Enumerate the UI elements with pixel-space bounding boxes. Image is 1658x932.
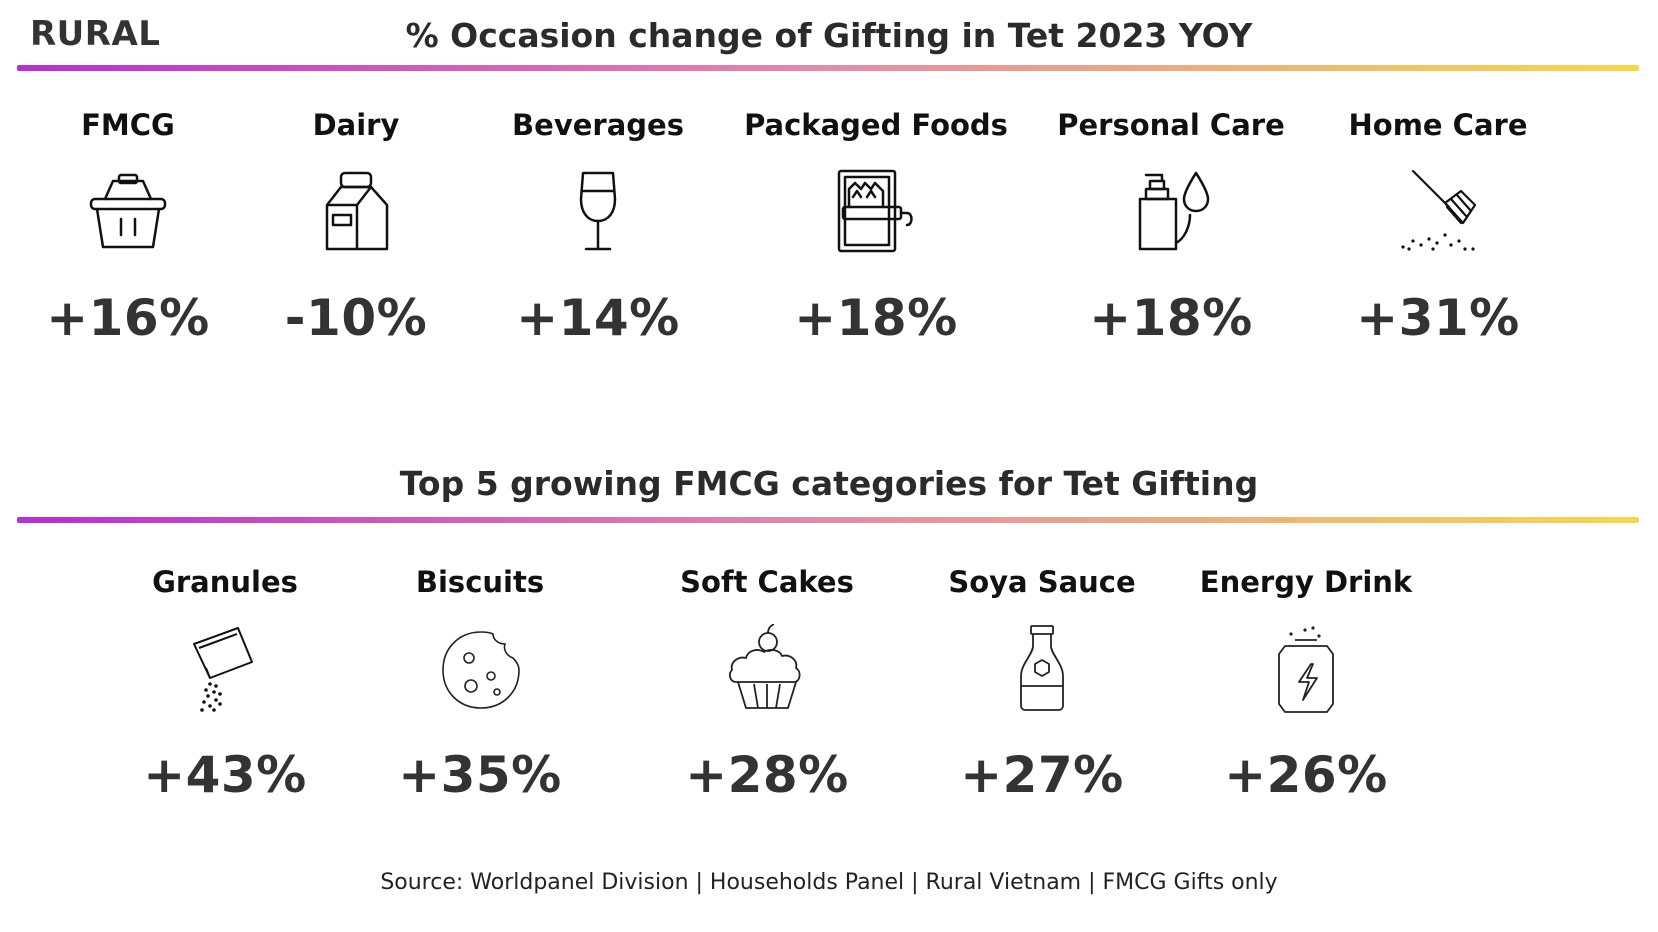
metric-label: Granules [152, 565, 298, 599]
metric-label: Personal Care [1057, 108, 1285, 142]
metric-label: Home Care [1348, 108, 1528, 142]
energy-can-icon [1261, 624, 1351, 714]
metric-biscuits: Biscuits +35% [340, 562, 620, 804]
metric-value: +18% [794, 289, 958, 347]
gradient-divider-bottom [17, 517, 1639, 523]
metric-value: +35% [398, 746, 562, 804]
cookie-icon [435, 624, 525, 714]
metric-soft-cakes: Soft Cakes +28% [627, 562, 907, 804]
granule-sachet-icon [180, 624, 270, 714]
metric-value: +43% [143, 746, 307, 804]
metric-label: Energy Drink [1199, 565, 1413, 599]
sauce-bottle-icon [997, 624, 1087, 714]
section-title-occasion-change: % Occasion change of Gifting in Tet 2023… [405, 16, 1253, 55]
metric-personal-care: Personal Care +18% [1031, 105, 1311, 347]
metric-value: +31% [1356, 289, 1520, 347]
basket-icon [83, 167, 173, 257]
metric-fmcg: FMCG +16% [0, 105, 268, 347]
metric-value: +28% [685, 746, 849, 804]
cupcake-icon [722, 624, 812, 714]
metric-value: +16% [46, 289, 210, 347]
metric-beverages: Beverages +14% [458, 105, 738, 347]
canned-sardines-icon [831, 167, 921, 257]
metric-soya-sauce: Soya Sauce +27% [902, 562, 1182, 804]
region-label: RURAL [30, 14, 161, 54]
metric-label: Biscuits [415, 565, 545, 599]
milk-carton-icon [311, 167, 401, 257]
metric-dairy: Dairy -10% [216, 105, 496, 347]
metric-label: Beverages [512, 108, 684, 142]
metric-label: Packaged Foods [744, 108, 1008, 142]
metric-granules: Granules +43% [85, 562, 365, 804]
metric-label: Soya Sauce [948, 565, 1136, 599]
metric-home-care: Home Care +31% [1298, 105, 1578, 347]
broom-icon [1393, 167, 1483, 257]
gradient-divider-top [17, 65, 1639, 71]
metric-value: +18% [1089, 289, 1253, 347]
soap-dispenser-icon [1126, 167, 1216, 257]
metric-value: +26% [1224, 746, 1388, 804]
section-title-top5: Top 5 growing FMCG categories for Tet Gi… [399, 464, 1259, 503]
wine-glass-icon [553, 167, 643, 257]
metric-energy-drink: Energy Drink +26% [1166, 562, 1446, 804]
metric-label: Dairy [312, 108, 400, 142]
source-note: Source: Worldpanel Division | Households… [380, 870, 1278, 895]
metric-value: -10% [284, 289, 428, 347]
metric-packaged-foods: Packaged Foods +18% [736, 105, 1016, 347]
metric-label: FMCG [81, 108, 175, 142]
metric-value: +14% [516, 289, 680, 347]
metric-label: Soft Cakes [680, 565, 854, 599]
metric-value: +27% [960, 746, 1124, 804]
